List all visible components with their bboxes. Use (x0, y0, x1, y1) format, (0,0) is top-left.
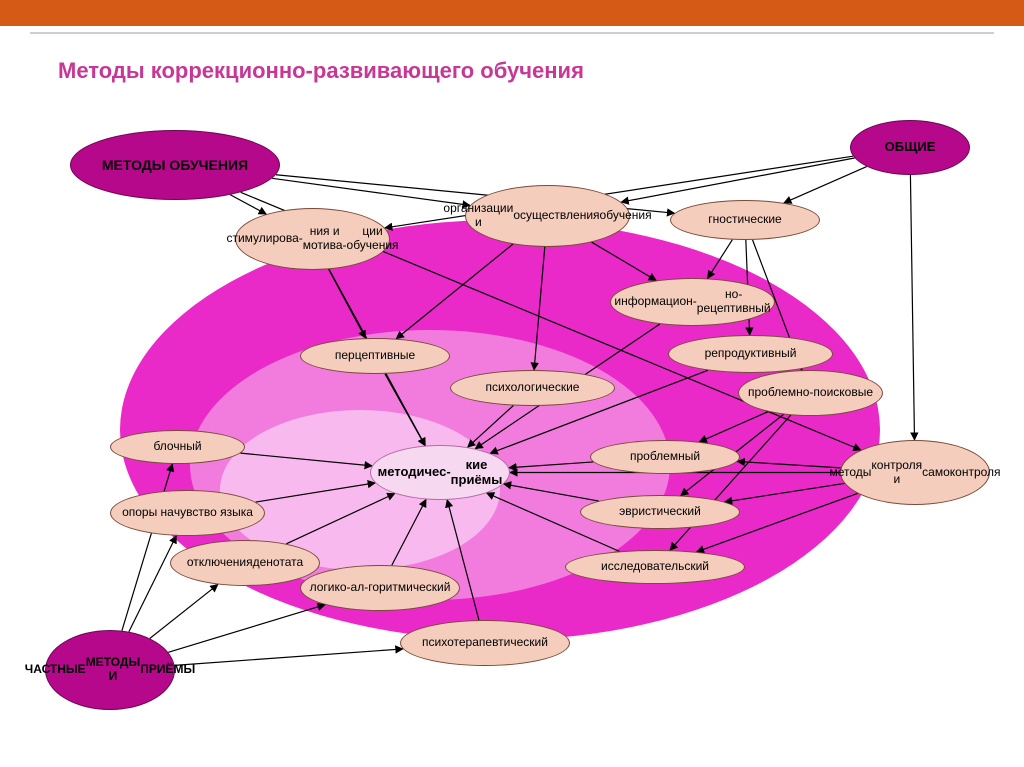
node-inforec-line0: информацион- (614, 295, 696, 309)
edge-private-logalg (168, 605, 325, 653)
node-methods-line0: МЕТОДЫ ОБУЧЕНИЯ (102, 157, 248, 173)
node-org-line0: организации и (443, 202, 513, 230)
node-problem-line0: проблемный (630, 450, 700, 464)
node-methods: МЕТОДЫ ОБУЧЕНИЯ (70, 130, 280, 200)
node-percept-line0: перцептивные (335, 349, 415, 363)
node-psych: психологические (450, 370, 615, 406)
node-general-line0: ОБЩИЕ (885, 140, 936, 155)
node-logalg: логико-ал-горитмический (300, 565, 460, 611)
edge-private-psychoth (175, 649, 403, 665)
node-private-line0: ЧАСТНЫЕ (25, 663, 86, 677)
edge-private-denot (150, 584, 218, 638)
node-gnost: гностические (670, 200, 820, 240)
node-logalg-line0: логико-ал- (310, 581, 369, 595)
node-org-line2: обучения (600, 209, 652, 223)
edge-private-oprlang (129, 536, 176, 632)
node-control-line2: самоконтроля (922, 466, 1000, 480)
node-stim-line1: ния и мотива- (303, 225, 347, 253)
node-inforec: информацион-но-рецептивный (610, 278, 775, 326)
node-heur-line0: эвристический (619, 505, 701, 519)
node-control-line0: методы (829, 466, 871, 480)
node-probsrch-line1: поисковые (813, 386, 873, 400)
edge-methods-org (272, 178, 470, 205)
node-stim-line2: ции обучения (347, 225, 399, 253)
node-center: методичес-кие приёмы (370, 445, 510, 500)
edge-general-control (910, 175, 914, 440)
node-org-line1: осуществления (513, 209, 599, 223)
node-denot: отключенияденотата (170, 540, 320, 586)
node-control-line1: контроля и (871, 459, 922, 487)
node-psychoth-line1: ческий (510, 636, 548, 650)
node-reprod: репродуктивный (668, 335, 833, 373)
node-oprlang-line1: чувство языка (174, 506, 253, 520)
node-stim-line0: стимулирова- (226, 232, 302, 246)
node-private-line2: ПРИЁМЫ (140, 663, 195, 677)
node-percept: перцептивные (300, 338, 450, 374)
node-denot-line0: отключения (187, 556, 253, 570)
node-general: ОБЩИЕ (850, 120, 970, 175)
node-psychoth: психотерапевтический (400, 620, 570, 666)
node-block: блочный (110, 430, 245, 464)
node-probsrch-line0: проблемно- (748, 386, 813, 400)
edge-general-org (621, 158, 854, 202)
node-probsrch: проблемно-поисковые (738, 370, 883, 416)
top-bar (0, 0, 1024, 26)
node-oprlang: опоры начувство языка (110, 490, 265, 536)
edge-general-gnost (784, 167, 867, 203)
node-gnost-line0: гностические (708, 213, 781, 227)
node-control: методыконтроля исамоконтроля (840, 440, 990, 505)
node-heur: эвристический (580, 495, 740, 529)
node-denot-line1: денотата (253, 556, 304, 570)
node-oprlang-line0: опоры на (122, 506, 174, 520)
node-org: организации иосуществленияобучения (465, 185, 630, 247)
edge-methods-stim (230, 195, 266, 214)
divider (30, 32, 994, 34)
node-private: ЧАСТНЫЕМЕТОДЫ ИПРИЁМЫ (45, 630, 175, 710)
node-research: исследовательский (565, 550, 745, 584)
node-logalg-line1: горитмический (368, 581, 450, 595)
page-title: Методы коррекционно-развивающего обучени… (58, 58, 584, 84)
node-psych-line0: психологические (486, 381, 580, 395)
slide: Методы коррекционно-развивающего обучени… (0, 0, 1024, 767)
node-psychoth-line0: психотерапевти (422, 636, 510, 650)
node-private-line1: МЕТОДЫ И (86, 656, 141, 684)
node-reprod-line0: репродуктивный (705, 347, 797, 361)
node-inforec-line1: но-рецептивный (697, 288, 771, 316)
node-problem: проблемный (590, 440, 740, 474)
node-research-line0: исследовательский (601, 560, 709, 574)
diagram: МЕТОДЫ ОБУЧЕНИЯ ОБЩИЕ ЧАСТНЫЕМЕТОДЫ ИПРИЁМ… (0, 100, 1024, 760)
node-block-line0: блочный (153, 440, 201, 454)
node-center-line0: методичес- (378, 465, 451, 480)
node-center-line1: кие приёмы (451, 458, 503, 488)
node-stim: стимулирова-ния и мотива-ции обучения (235, 208, 390, 270)
